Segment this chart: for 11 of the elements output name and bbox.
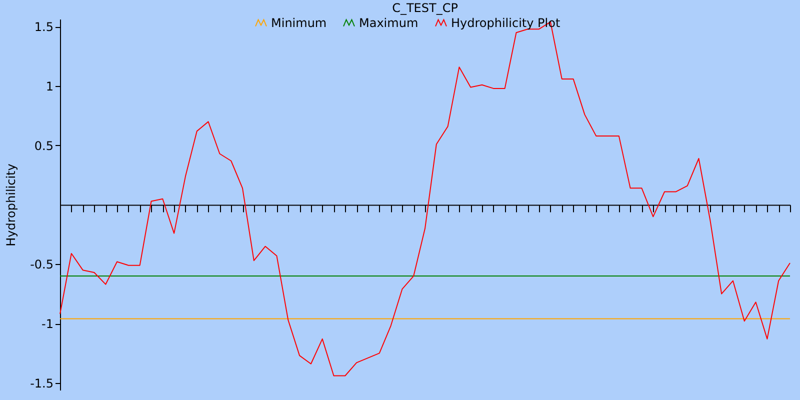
y-axis-title: Hydrophilicity bbox=[4, 164, 18, 246]
y-tick-label: -1 bbox=[42, 317, 54, 332]
y-tick-label: -1.5 bbox=[30, 376, 54, 390]
y-tick-label: 1.5 bbox=[34, 20, 54, 34]
y-tick-label: 1 bbox=[46, 80, 54, 94]
y-tick-label: -0.5 bbox=[30, 258, 54, 272]
legend-label: Hydrophilicity Plot bbox=[451, 16, 560, 30]
legend-label: Minimum bbox=[271, 16, 327, 30]
chart-title: C_TEST_CP bbox=[392, 1, 458, 15]
legend-label: Maximum bbox=[359, 16, 418, 30]
y-tick-label: 0.5 bbox=[34, 138, 54, 153]
